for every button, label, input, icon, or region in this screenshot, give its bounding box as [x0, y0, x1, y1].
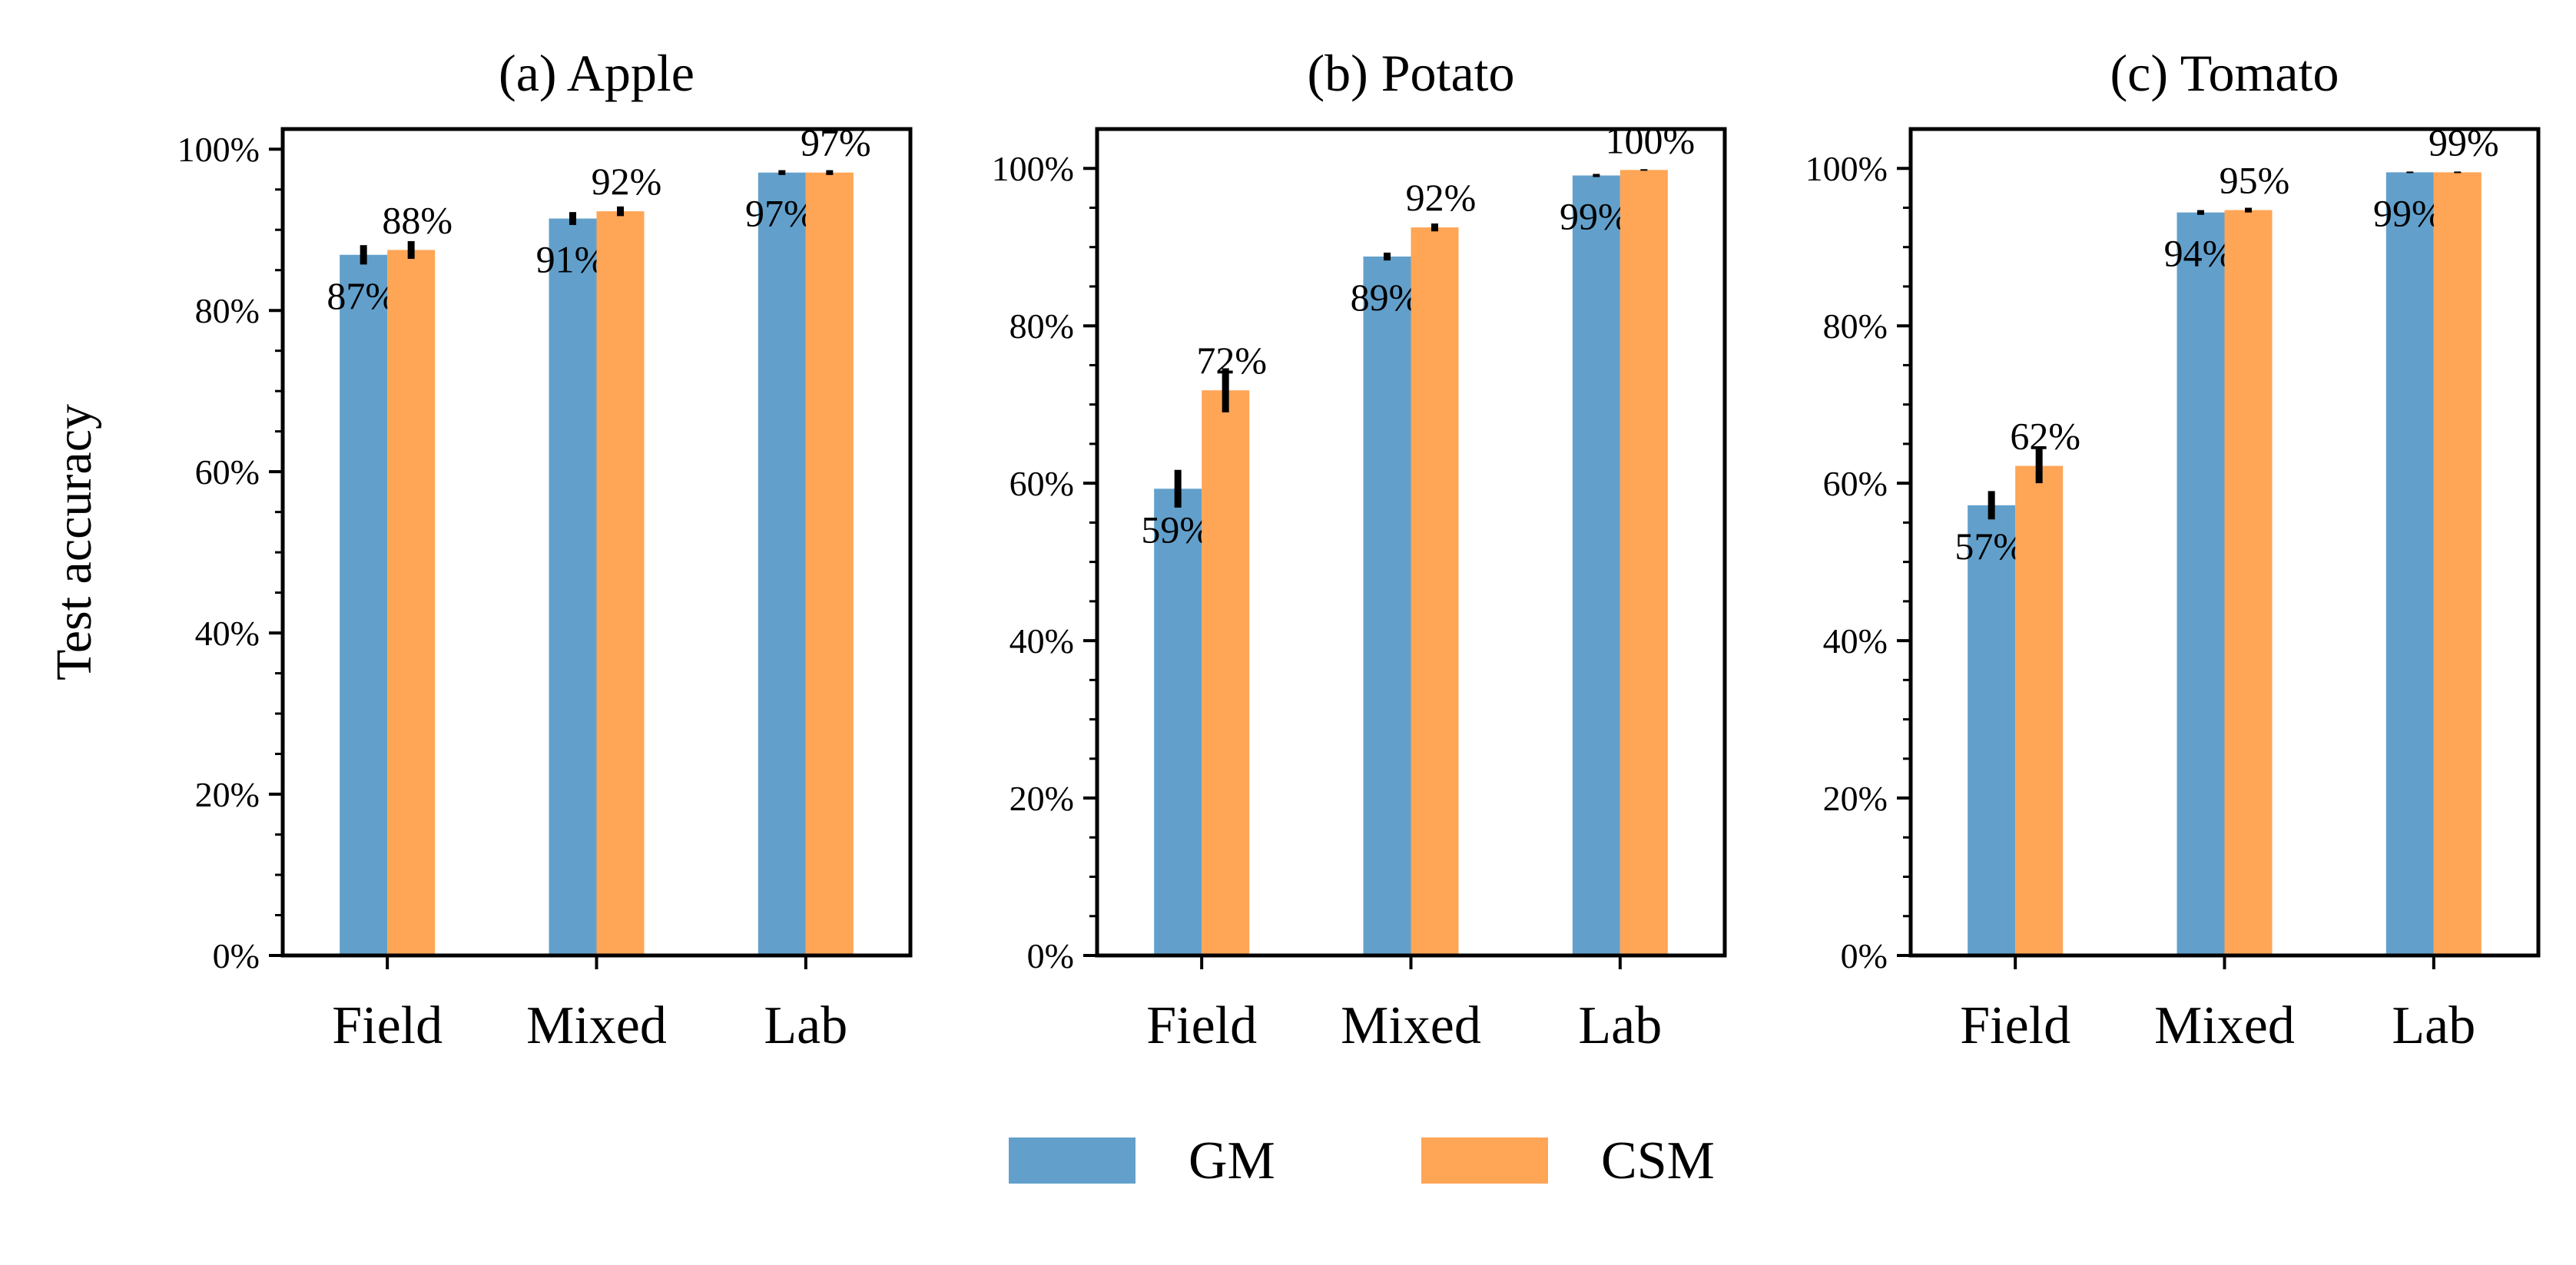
panel-title: (b) Potato [1307, 44, 1514, 102]
data-label: 94% [2164, 232, 2235, 275]
x-tick-label: Field [332, 996, 443, 1055]
data-label: 99% [1560, 194, 1630, 237]
bar-csm [387, 250, 436, 956]
y-tick-label: 40% [1010, 621, 1074, 661]
bar-csm [2433, 172, 2482, 955]
legend: GM CSM [1009, 1131, 1715, 1190]
x-tick-label: Mixed [526, 996, 667, 1055]
bar-csm [2015, 465, 2064, 955]
legend-label-gm: GM [1189, 1131, 1275, 1190]
data-label: 92% [592, 160, 662, 203]
data-label: 72% [1196, 339, 1267, 382]
bar-gm [1572, 175, 1620, 956]
y-tick-label: 20% [1010, 779, 1074, 818]
data-label: 100% [1606, 118, 1696, 161]
y-tick-label: 60% [1010, 464, 1074, 503]
panel-1: (a) Apple 0% 20% 40% 60% 80% 100% 87% 88% Field 91… [46, 44, 913, 1055]
x-tick-label: Field [1960, 996, 2070, 1055]
y-tick-label: 0% [1841, 936, 1888, 975]
data-label: 59% [1141, 508, 1212, 551]
bar-gm [340, 254, 388, 955]
bar-gm [549, 218, 597, 955]
bar-csm [805, 172, 854, 955]
x-tick-label: Lab [2392, 996, 2475, 1055]
data-label: 89% [1351, 276, 1421, 319]
panel-3: (c) Tomato 0% 20% 40% 60% 80% 100% 57% 62% Field 9… [1805, 44, 2541, 1055]
y-tick-label: 40% [1823, 621, 1888, 661]
axes-frame [1095, 127, 1727, 958]
bar-gm [2385, 172, 2434, 955]
x-tick-label: Field [1146, 996, 1257, 1055]
x-tick-label: Mixed [2154, 996, 2295, 1055]
y-tick-label: 100% [177, 130, 260, 169]
data-label: 91% [536, 238, 607, 281]
bar-csm [2224, 210, 2273, 955]
panel-title: (c) Tomato [2110, 44, 2339, 102]
data-label: 88% [382, 198, 453, 241]
bar-csm [596, 211, 645, 955]
x-tick-label: Lab [764, 996, 847, 1055]
y-tick-label: 0% [213, 936, 260, 975]
data-label: 95% [2220, 159, 2290, 202]
bar-gm [1154, 488, 1202, 955]
bar-gm [1363, 257, 1411, 955]
legend-swatch-gm [1009, 1138, 1135, 1184]
y-tick-label: 20% [1823, 779, 1888, 818]
bar-csm [1620, 170, 1668, 956]
y-tick-label: 40% [195, 614, 260, 653]
data-label: 62% [2010, 415, 2080, 458]
panel-title: (a) Apple [499, 44, 695, 102]
axes-frame [280, 127, 913, 958]
y-tick-label: 100% [1805, 149, 1888, 188]
bar-csm [1202, 390, 1250, 955]
bar-csm [1411, 227, 1459, 956]
y-tick-label: 60% [195, 452, 260, 492]
bar-gm [2177, 212, 2225, 955]
data-label: 57% [1954, 525, 2025, 568]
panel-2: (b) Potato 0% 20% 40% 60% 80% 100% 59% 72% Field 8… [992, 44, 1727, 1055]
data-label: 92% [1406, 176, 1477, 219]
y-tick-label: 0% [1027, 936, 1074, 975]
y-tick-label: 20% [195, 775, 260, 814]
bar-gm [1968, 505, 2016, 955]
y-tick-label: 80% [1010, 306, 1074, 346]
data-label: 99% [2373, 191, 2444, 234]
y-tick-label: 80% [195, 291, 260, 330]
bar-gm [758, 172, 806, 955]
chart-panels: (a) Apple 0% 20% 40% 60% 80% 100% 87% 88% Field 91… [46, 44, 2541, 1055]
legend-label-csm: CSM [1601, 1131, 1715, 1190]
x-tick-label: Mixed [1341, 996, 1481, 1055]
y-axis-label: Test accuracy [46, 404, 102, 681]
legend-swatch-csm [1421, 1138, 1548, 1184]
y-tick-label: 100% [992, 149, 1074, 188]
data-label: 87% [327, 274, 397, 317]
y-tick-label: 60% [1823, 464, 1888, 503]
x-tick-label: Lab [1578, 996, 1662, 1055]
y-tick-label: 80% [1823, 306, 1888, 346]
axes-frame [1908, 127, 2541, 958]
data-label: 97% [745, 192, 816, 235]
